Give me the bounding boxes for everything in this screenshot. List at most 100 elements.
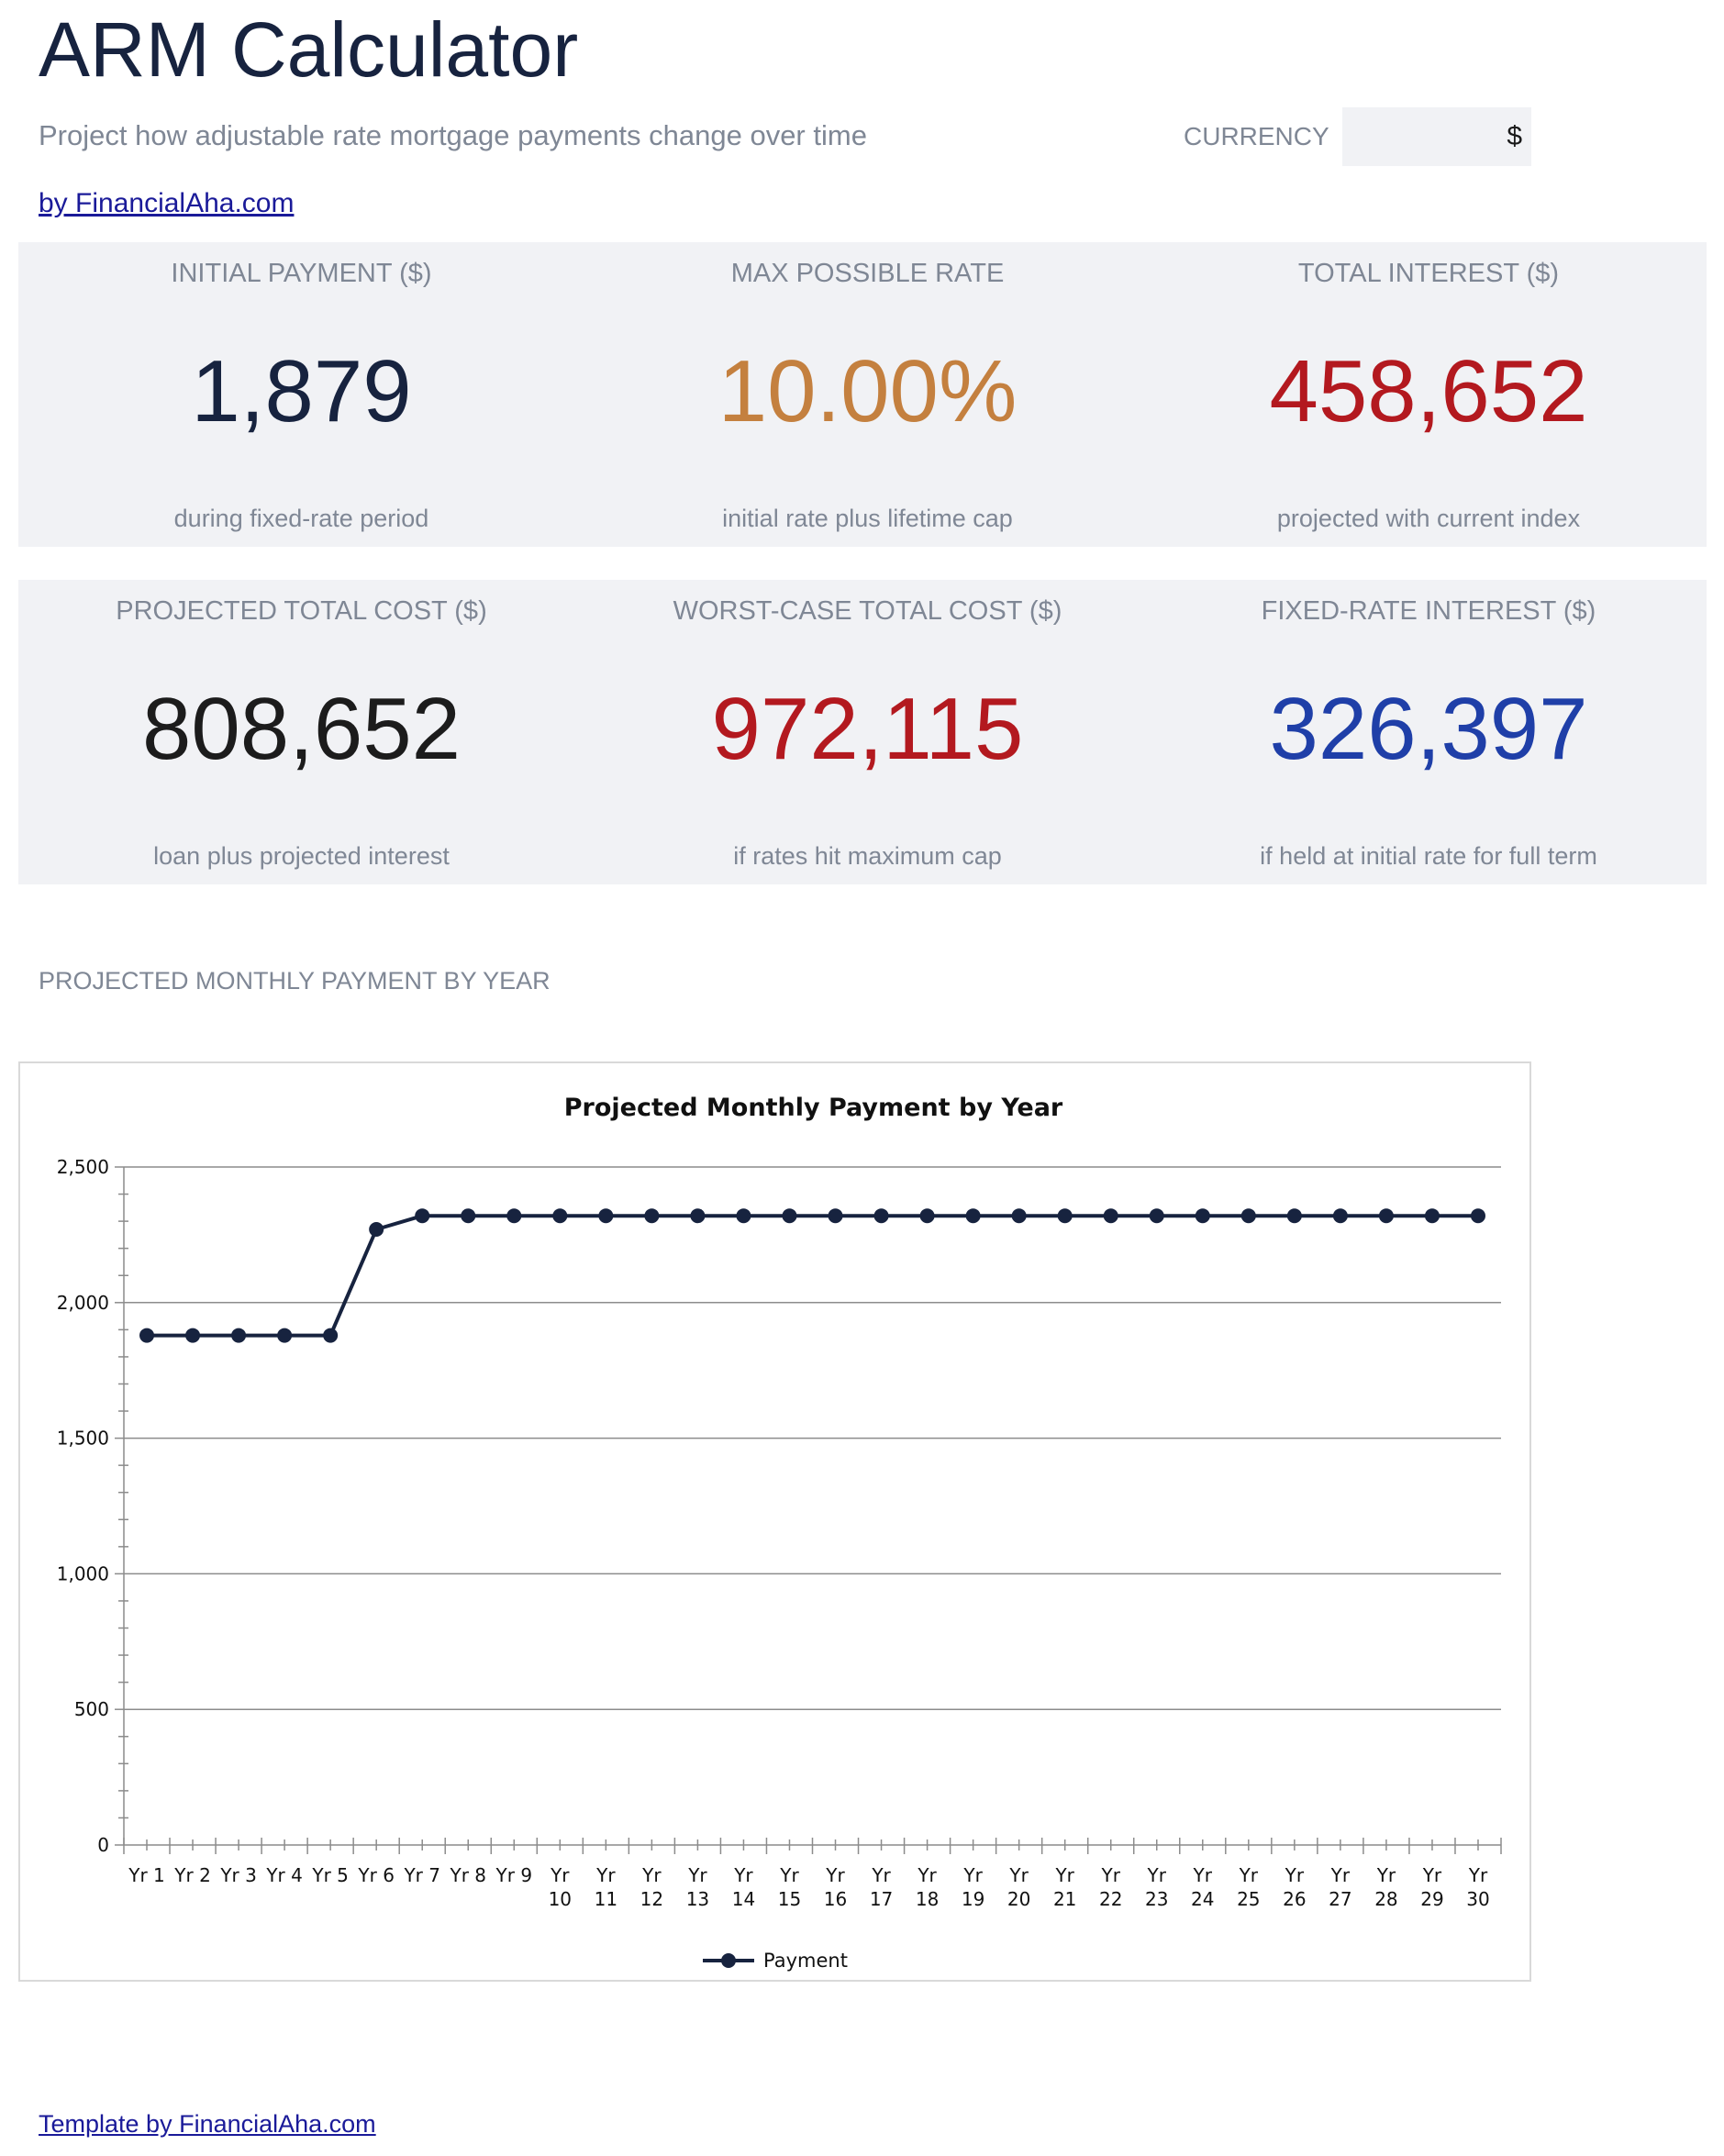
data-point [1149, 1208, 1164, 1224]
chart-section-heading: PROJECTED MONTHLY PAYMENT BY YEAR [39, 967, 551, 995]
currency-input[interactable] [1342, 107, 1531, 166]
data-point [1470, 1208, 1485, 1224]
kpi-value: 10.00% [717, 342, 1018, 440]
data-point [369, 1221, 384, 1237]
byline-link[interactable]: by FinancialAha.com [39, 188, 295, 218]
y-tick-label: 500 [74, 1698, 109, 1720]
data-point [323, 1328, 339, 1343]
x-tick-label: Yr 23 [1145, 1864, 1168, 1910]
data-point [1240, 1208, 1256, 1224]
data-point [185, 1328, 201, 1343]
kpi-total-interest: TOTAL INTEREST ($) 458,652 projected wit… [1151, 242, 1707, 547]
kpi-value: 808,652 [141, 680, 461, 778]
data-point [690, 1208, 706, 1224]
page-title: ARM Calculator [39, 6, 579, 93]
x-tick-label: Yr 27 [1329, 1864, 1351, 1910]
x-tick-label: Yr 22 [1099, 1864, 1122, 1910]
x-tick-label: Yr 13 [686, 1864, 709, 1910]
kpi-fixed-rate-interest: FIXED-RATE INTEREST ($) 326,397 if held … [1151, 580, 1707, 884]
y-tick-label: 0 [97, 1834, 109, 1856]
kpi-note: during fixed-rate period [173, 505, 429, 532]
data-point [782, 1208, 797, 1224]
kpi-initial-payment: INITIAL PAYMENT ($) 1,879 during fixed-r… [18, 242, 584, 547]
x-tick-label: Yr 25 [1237, 1864, 1260, 1910]
kpi-worst-case-total-cost: WORST-CASE TOTAL COST ($) 972,115 if rat… [584, 580, 1151, 884]
footer-template-link[interactable]: Template by FinancialAha.com [39, 2110, 376, 2138]
chart-container: Projected Monthly Payment by Year 0 500 1,0… [18, 1061, 1531, 1982]
line-chart: Projected Monthly Payment by Year 0 500 1,0… [57, 1094, 1502, 1972]
x-tick-label: Yr 9 [495, 1864, 533, 1886]
series-line [147, 1214, 1478, 1338]
x-tick-label: Yr 21 [1053, 1864, 1076, 1910]
data-point [1103, 1208, 1118, 1224]
data-point [231, 1328, 247, 1343]
x-tick-label: Yr 19 [962, 1864, 984, 1910]
kpi-label: PROJECTED TOTAL COST ($) [116, 596, 487, 626]
x-tick-label: Yr 29 [1420, 1864, 1443, 1910]
x-tick-label: Yr 7 [403, 1864, 440, 1886]
x-tick-label: Yr 6 [357, 1864, 395, 1886]
x-tick-label: Yr 15 [778, 1864, 801, 1910]
data-point [965, 1208, 981, 1224]
data-point [644, 1208, 660, 1224]
data-point [1424, 1208, 1440, 1224]
chart-title: Projected Monthly Payment by Year [564, 1094, 1063, 1122]
data-point [552, 1208, 568, 1224]
kpi-label: INITIAL PAYMENT ($) [171, 259, 432, 288]
x-tick-label: Yr 5 [311, 1864, 349, 1886]
data-point [277, 1328, 293, 1343]
kpi-note: if rates hit maximum cap [733, 842, 1002, 870]
data-point [919, 1208, 935, 1224]
y-tick-label: 1,000 [57, 1562, 109, 1584]
kpi-panel-top: INITIAL PAYMENT ($) 1,879 during fixed-r… [18, 242, 1707, 547]
currency-label: CURRENCY [1184, 122, 1329, 150]
kpi-panel-bottom: PROJECTED TOTAL COST ($) 808,652 loan pl… [18, 580, 1707, 884]
x-tick-label: Yr 8 [449, 1864, 486, 1886]
data-point [1195, 1208, 1210, 1224]
data-point [828, 1208, 843, 1224]
page-subtitle: Project how adjustable rate mortgage pay… [39, 119, 867, 151]
x-tick-label: Yr 16 [824, 1864, 847, 1910]
x-tick-label: Yr 1 [128, 1864, 165, 1886]
kpi-label: WORST-CASE TOTAL COST ($) [673, 596, 1062, 626]
x-tick-label: Yr 20 [1007, 1864, 1030, 1910]
x-tick-label: Yr 4 [265, 1864, 303, 1886]
kpi-label: FIXED-RATE INTEREST ($) [1261, 596, 1596, 626]
kpi-note: if held at initial rate for full term [1260, 842, 1597, 870]
x-tick-label: Yr 30 [1466, 1864, 1489, 1910]
data-point [1286, 1208, 1302, 1224]
data-point [1378, 1208, 1394, 1224]
x-tick-label: Yr 10 [549, 1864, 572, 1910]
kpi-max-rate: MAX POSSIBLE RATE 10.00% initial rate pl… [584, 242, 1151, 547]
data-point [873, 1208, 889, 1224]
data-point [1057, 1208, 1073, 1224]
x-tick-label: Yr 18 [916, 1864, 939, 1910]
data-point [1332, 1208, 1348, 1224]
y-tick-label: 2,000 [57, 1292, 109, 1314]
x-tick-label: Yr 28 [1374, 1864, 1397, 1910]
x-tick-label: Yr 11 [595, 1864, 617, 1910]
data-point [736, 1208, 751, 1224]
legend-marker [721, 1953, 736, 1968]
x-tick-label: Yr 17 [870, 1864, 893, 1910]
kpi-value: 972,115 [711, 680, 1024, 778]
data-point [506, 1208, 522, 1224]
kpi-label: MAX POSSIBLE RATE [730, 259, 1005, 288]
data-point [415, 1208, 430, 1224]
data-point [139, 1328, 155, 1343]
x-tick-label: Yr 12 [640, 1864, 663, 1910]
x-tick-label: Yr 2 [173, 1864, 211, 1886]
kpi-value: 458,652 [1269, 342, 1588, 440]
x-tick-label: Yr 26 [1283, 1864, 1306, 1910]
kpi-note: loan plus projected interest [153, 842, 450, 870]
kpi-value: 1,879 [191, 342, 412, 440]
y-tick-label: 2,500 [57, 1156, 109, 1178]
data-point [1011, 1208, 1027, 1224]
y-tick-label: 1,500 [57, 1428, 109, 1450]
data-point [598, 1208, 614, 1224]
legend-label: Payment [763, 1950, 848, 1972]
kpi-value: 326,397 [1269, 680, 1588, 778]
data-point [461, 1208, 476, 1224]
kpi-note: initial rate plus lifetime cap [722, 505, 1013, 532]
